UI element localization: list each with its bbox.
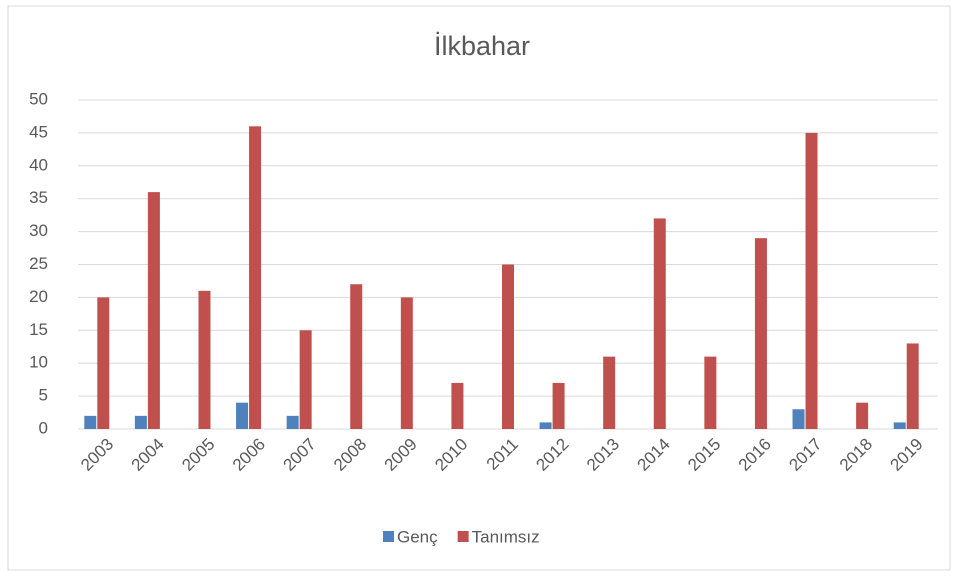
legend-label: Genç bbox=[397, 527, 438, 546]
chart-title: İlkbahar bbox=[434, 30, 530, 61]
y-tick-label: 20 bbox=[29, 287, 48, 306]
bar bbox=[97, 297, 110, 429]
bar bbox=[249, 126, 262, 429]
bar bbox=[906, 343, 919, 429]
bar bbox=[805, 132, 818, 429]
y-tick-label: 35 bbox=[29, 188, 48, 207]
y-tick-label: 45 bbox=[29, 122, 48, 141]
y-tick-label: 50 bbox=[29, 89, 48, 108]
y-tick-label: 5 bbox=[39, 386, 48, 405]
y-tick-label: 40 bbox=[29, 155, 48, 174]
bar bbox=[147, 192, 160, 429]
bar bbox=[299, 330, 312, 429]
bar bbox=[236, 402, 249, 429]
bar bbox=[653, 218, 666, 429]
bar bbox=[400, 297, 413, 429]
bar bbox=[704, 356, 717, 429]
y-tick-label: 30 bbox=[29, 221, 48, 240]
bar bbox=[350, 284, 363, 429]
y-tick-label: 10 bbox=[29, 353, 48, 372]
bar bbox=[539, 422, 552, 429]
legend-swatch bbox=[457, 531, 469, 542]
bar bbox=[198, 290, 211, 429]
bar bbox=[754, 238, 767, 429]
y-tick-label: 0 bbox=[39, 418, 48, 437]
legend-swatch bbox=[383, 531, 394, 542]
bar bbox=[792, 409, 805, 429]
bar bbox=[134, 415, 147, 429]
legend-label: Tanımsız bbox=[472, 527, 540, 546]
bar bbox=[286, 415, 299, 429]
y-tick-label: 15 bbox=[29, 320, 48, 339]
bar bbox=[856, 402, 869, 429]
bar bbox=[893, 422, 906, 429]
bar bbox=[552, 382, 565, 429]
bar bbox=[84, 415, 97, 429]
bar bbox=[502, 264, 514, 429]
bar bbox=[451, 382, 464, 429]
y-tick-label: 25 bbox=[29, 254, 48, 273]
bar bbox=[603, 356, 616, 429]
